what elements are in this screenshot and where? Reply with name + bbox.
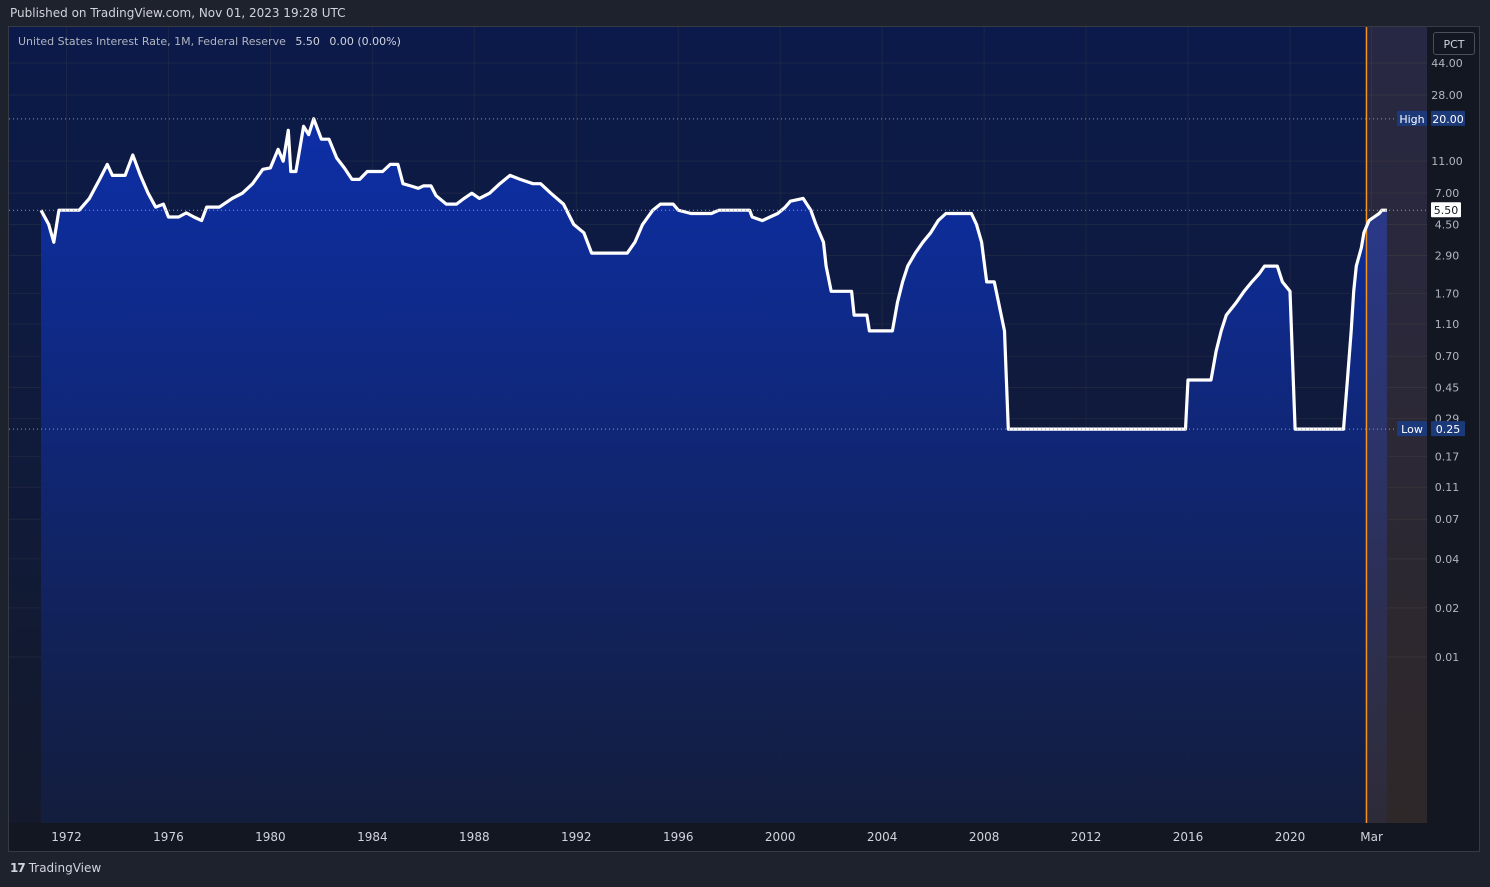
y-axis[interactable]: 44.00 28.00 11.00 7.00 4.50 2.90 1.70 1.10 0.70 0…	[1397, 57, 1465, 664]
x-tick-label: 2016	[1173, 830, 1204, 844]
high-label: High	[1399, 113, 1424, 126]
y-tick-label: 7.00	[1435, 187, 1460, 200]
chart-legend[interactable]: United States Interest Rate, 1M, Federal…	[18, 35, 401, 48]
high-value: 20.00	[1432, 113, 1464, 126]
x-tick-label: 2020	[1275, 830, 1306, 844]
x-tick-label: 2000	[765, 830, 796, 844]
change-value: 0.00 (0.00%)	[329, 35, 401, 48]
brand-text: TradingView	[28, 861, 102, 875]
tradingview-brand[interactable]: 17 TradingView	[10, 861, 101, 875]
y-tick-label: 0.17	[1435, 450, 1460, 463]
percent-scale-button[interactable]: PCT	[1433, 32, 1475, 55]
y-tick-label: 0.11	[1435, 481, 1460, 494]
x-tick-label: 1988	[459, 830, 490, 844]
x-tick-label: 1976	[153, 830, 184, 844]
y-tick-label: 2.90	[1435, 250, 1460, 263]
x-axis[interactable]: 1972 1976 1980 1984 1988 1992 1996 2000 2004 2008…	[51, 830, 1383, 844]
x-tick-label: 2012	[1071, 830, 1102, 844]
x-tick-label: 1972	[51, 830, 82, 844]
reference-lines	[9, 118, 1427, 430]
x-tick-label: 1984	[357, 830, 388, 844]
y-tick-label: 4.50	[1435, 218, 1460, 231]
y-tick-label: 0.45	[1435, 381, 1460, 394]
y-tick-label: 1.10	[1435, 318, 1460, 331]
low-value-bg	[1431, 421, 1465, 437]
x-tick-label: 1980	[255, 830, 286, 844]
high-label-bg	[1397, 110, 1427, 126]
symbol-title: United States Interest Rate, 1M, Federal…	[18, 35, 286, 48]
high-value-bg	[1431, 110, 1465, 126]
line-layer	[39, 117, 1387, 431]
x-tick-label: 1996	[663, 830, 694, 844]
y-tick-label: 0.02	[1435, 602, 1460, 615]
published-text: Published on TradingView.com, Nov 01, 20…	[10, 6, 346, 20]
x-tick-label: 2008	[969, 830, 1000, 844]
low-label: Low	[1401, 423, 1423, 436]
y-tick-label: 0.70	[1435, 350, 1460, 363]
x-tick-label: Mar	[1360, 830, 1383, 844]
interest-rate-chart[interactable]: 44.00 28.00 11.00 7.00 4.50 2.90 1.70 1.10 0.70 0…	[9, 27, 1479, 851]
rate-line	[39, 117, 1387, 431]
y-tick-label: 0.04	[1435, 553, 1460, 566]
y-tick-label: 1.70	[1435, 287, 1460, 300]
y-tick-label: 28.00	[1431, 89, 1463, 102]
last-price-label-bg	[1431, 202, 1461, 218]
y-tick-label: 44.00	[1431, 57, 1463, 70]
area-layer	[41, 118, 1387, 824]
tradingview-logo-icon: 17	[10, 861, 26, 875]
x-tick-label: 1992	[561, 830, 592, 844]
y-tick-label: 0.07	[1435, 513, 1460, 526]
y-tick-label: 11.00	[1431, 155, 1463, 168]
low-value: 0.25	[1436, 423, 1461, 436]
y-tick-label: 0.01	[1435, 651, 1460, 664]
low-label-bg	[1397, 421, 1427, 437]
last-value: 5.50	[295, 35, 320, 48]
last-price-label: 5.50	[1434, 204, 1459, 217]
x-tick-label: 2004	[867, 830, 898, 844]
rate-area-fill	[41, 118, 1387, 824]
